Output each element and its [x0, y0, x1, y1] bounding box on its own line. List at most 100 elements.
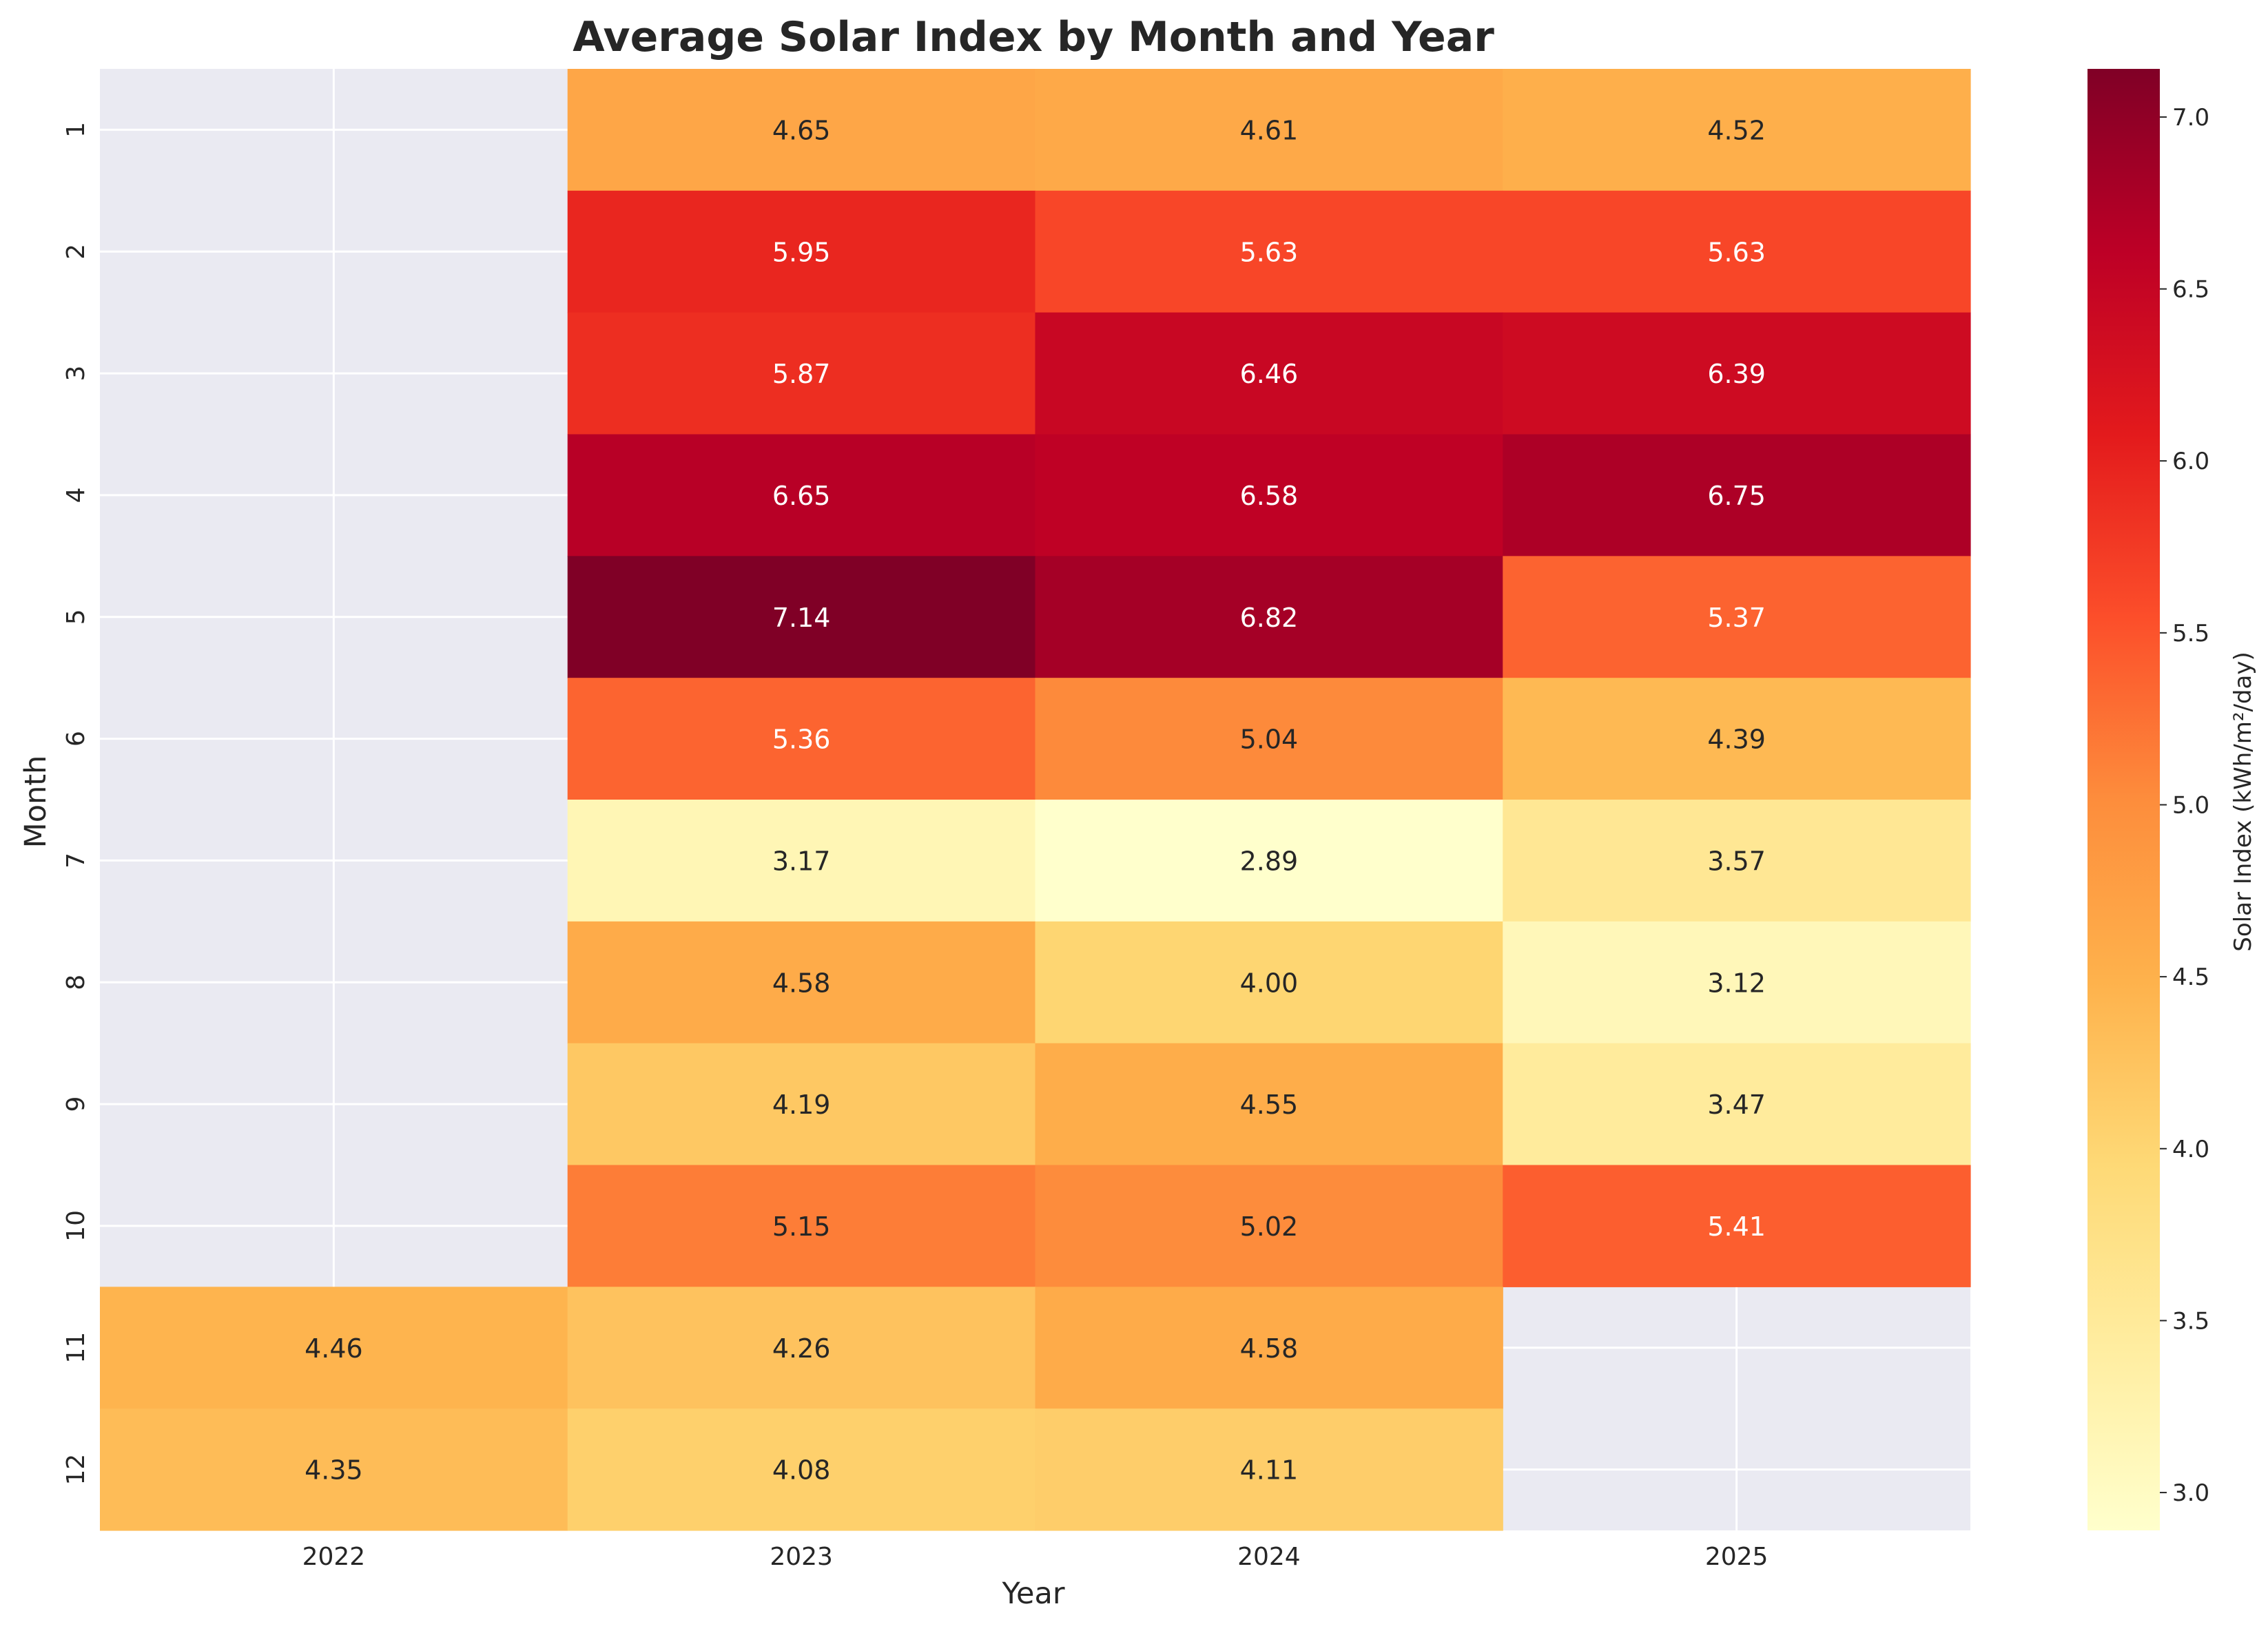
- y-tick-label: 8: [62, 975, 90, 990]
- heatmap-cell: [1503, 1165, 1971, 1287]
- plot-area: 4.65 4.61 4.52 5.95 5.63 5.63 5.87 6.46 6.39 6.65…: [62, 69, 1971, 1571]
- colorbar-tick-label: 6.5: [2172, 276, 2209, 304]
- heatmap-cell: [1035, 556, 1503, 678]
- heatmap-cell: [1503, 434, 1971, 557]
- cell-value-label: 5.36: [772, 725, 831, 755]
- x-axis-label: Year: [1001, 1577, 1064, 1611]
- colorbar-tick-label: 4.0: [2172, 1136, 2209, 1163]
- colorbar-tick-label: 5.5: [2172, 620, 2209, 647]
- heatmap-cell: [567, 190, 1036, 313]
- colorbar-tick-label: 4.5: [2172, 964, 2209, 991]
- cell-value-label: 4.58: [1240, 1333, 1299, 1364]
- heatmap-cell: [567, 1408, 1036, 1531]
- colorbar-label: Solar Index (kWh/m²/day): [2229, 652, 2257, 951]
- cell-value-label: 5.02: [1240, 1211, 1299, 1242]
- cell-value-label: 6.82: [1240, 603, 1299, 633]
- y-tick-label: 3: [62, 366, 90, 382]
- heatmap-cell: [567, 312, 1036, 435]
- y-tick-label: 9: [62, 1096, 90, 1112]
- colorbar: 3.0 3.5 4.0 4.5 5.0 5.5 6.0 6.5 7.0: [2087, 69, 2209, 1530]
- colorbar-gradient: [2087, 69, 2160, 1530]
- heatmap-cell: [567, 1043, 1036, 1166]
- y-axis-label: Month: [19, 756, 53, 849]
- heatmap-cell: [1035, 678, 1503, 800]
- heatmap-cell: [567, 921, 1036, 1044]
- heatmap-cell: [1503, 190, 1971, 313]
- chart-title: Average Solar Index by Month and Year: [573, 13, 1494, 61]
- cell-value-label: 5.15: [772, 1211, 831, 1242]
- cell-value-label: 7.14: [772, 603, 831, 633]
- colorbar-tick-label: 5.0: [2172, 791, 2209, 819]
- heatmap-cell: [1035, 1165, 1503, 1287]
- colorbar-tick-label: 6.0: [2172, 448, 2209, 475]
- x-tick-labels: 2022 2023 2024 2025: [302, 1543, 1769, 1571]
- x-tick-label: 2025: [1705, 1543, 1769, 1571]
- cell-value-label: 4.08: [772, 1455, 831, 1486]
- heatmap-cells: [100, 69, 1971, 1531]
- x-tick-label: 2023: [770, 1543, 833, 1571]
- colorbar-tick-label: 3.0: [2172, 1479, 2209, 1507]
- cell-value-label: 6.46: [1240, 359, 1299, 389]
- heatmap-cell: [567, 678, 1036, 800]
- cell-value-label: 4.26: [772, 1333, 831, 1364]
- cell-value-label: 5.37: [1707, 603, 1766, 633]
- heatmap-cell: [1035, 1408, 1503, 1531]
- heatmap-cell: [1035, 190, 1503, 313]
- colorbar-tick-label: 7.0: [2172, 104, 2209, 132]
- cell-value-label: 5.87: [772, 359, 831, 389]
- cell-value-label: 4.00: [1240, 968, 1299, 998]
- cell-value-label: 4.11: [1240, 1455, 1299, 1486]
- y-tick-label: 7: [62, 853, 90, 868]
- y-tick-label: 11: [62, 1332, 90, 1364]
- heatmap-cell: [1503, 921, 1971, 1044]
- heatmap-cell: [100, 1408, 568, 1531]
- cell-value-label: 3.12: [1707, 968, 1766, 998]
- heatmap-cell: [1503, 69, 1971, 191]
- y-tick-label: 10: [62, 1210, 90, 1242]
- heatmap-cell: [1035, 1043, 1503, 1166]
- cell-value-label: 4.61: [1240, 115, 1299, 145]
- heatmap-cell: [100, 1287, 568, 1409]
- cell-value-label: 5.04: [1240, 725, 1299, 755]
- cell-value-label: 4.19: [772, 1090, 831, 1120]
- y-tick-label: 6: [62, 731, 90, 747]
- heatmap-cell: [1503, 800, 1971, 922]
- cell-value-label: 3.17: [772, 846, 831, 876]
- heatmap-cell: [1035, 921, 1503, 1044]
- heatmap-cell: [1035, 1287, 1503, 1409]
- heatmap-cell: [567, 800, 1036, 922]
- cell-value-label: 4.39: [1707, 725, 1766, 755]
- y-tick-label: 2: [62, 244, 90, 260]
- x-tick-label: 2024: [1237, 1543, 1301, 1571]
- heatmap-cell: [1503, 1043, 1971, 1166]
- cell-value-label: 5.41: [1707, 1211, 1766, 1242]
- y-tick-label: 5: [62, 609, 90, 625]
- heatmap-cell: [567, 556, 1036, 678]
- cell-value-label: 5.95: [772, 237, 831, 267]
- cell-value-label: 4.55: [1240, 1090, 1299, 1120]
- y-tick-label: 12: [62, 1454, 90, 1486]
- heatmap-cell: [1035, 800, 1503, 922]
- heatmap-cell: [1035, 312, 1503, 435]
- heatmap-cell: [1503, 678, 1971, 800]
- y-tick-label: 1: [62, 122, 90, 138]
- cell-value-label: 4.65: [772, 115, 831, 145]
- heatmap-cell: [1503, 556, 1971, 678]
- cell-value-label: 4.58: [772, 968, 831, 998]
- heatmap-cell: [567, 1165, 1036, 1287]
- heatmap-cell: [1035, 434, 1503, 557]
- y-tick-label: 4: [62, 487, 90, 503]
- heatmap-cell: [567, 69, 1036, 191]
- cell-value-label: 4.35: [305, 1455, 363, 1486]
- heatmap-cell: [1035, 69, 1503, 191]
- heatmap-cell: [1503, 312, 1971, 435]
- cell-labels: 4.65 4.61 4.52 5.95 5.63 5.63 5.87 6.46 6.39 6.65…: [305, 115, 1766, 1485]
- x-tick-label: 2022: [302, 1543, 366, 1571]
- cell-value-label: 2.89: [1240, 846, 1299, 876]
- cell-value-label: 6.58: [1240, 481, 1299, 511]
- cell-value-label: 4.52: [1707, 115, 1766, 145]
- cell-value-label: 5.63: [1240, 237, 1299, 267]
- heatmap-cell: [567, 434, 1036, 557]
